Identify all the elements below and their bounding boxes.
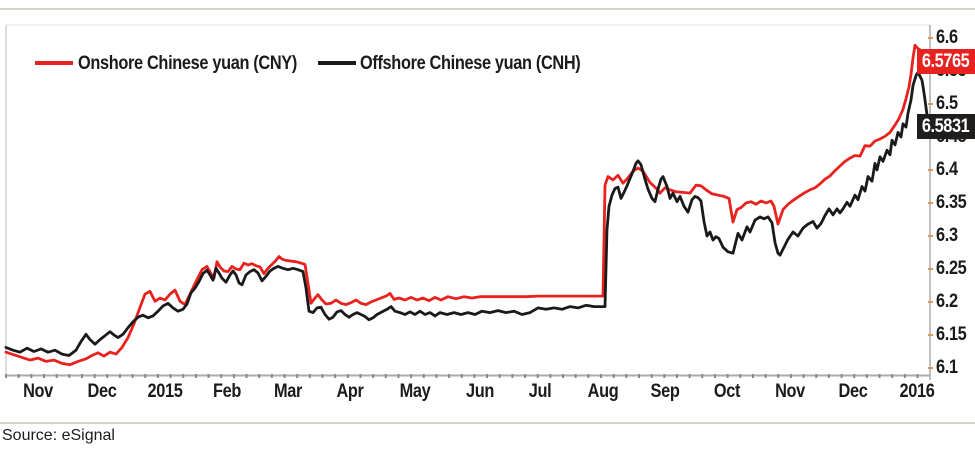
y-axis-label: 6.6 — [936, 27, 958, 48]
y-axis-label: 6.1 — [936, 357, 958, 378]
y-axis-label: 6.15 — [936, 324, 967, 345]
cnh-last-price-value: 6.5831 — [922, 116, 970, 137]
x-axis-label: Nov — [23, 381, 53, 402]
cny-legend-label: Onshore Chinese yuan (CNY) — [78, 53, 297, 74]
source-attribution: Source: eSignal — [2, 427, 115, 444]
cny-last-price-tag: 6.5765 — [917, 49, 975, 74]
y-axis-label: 6.2 — [936, 291, 958, 312]
x-axis-label: Dec — [838, 381, 868, 402]
cnh-legend-line-swatch — [318, 61, 356, 65]
cny-last-price-value: 6.5765 — [922, 51, 970, 72]
bottom-divider-rule — [0, 422, 975, 424]
y-axis-label: 6.35 — [936, 192, 967, 213]
cnh-last-price-tag: 6.5831 — [917, 114, 975, 139]
x-axis-label: Dec — [87, 381, 117, 402]
x-axis-label: Oct — [713, 381, 741, 402]
x-axis-label: Nov — [775, 381, 805, 402]
cnh-series-line — [4, 70, 932, 357]
x-axis-label: Mar — [273, 381, 303, 402]
x-axis-label: Sep — [650, 381, 680, 402]
x-axis-label: 2015 — [147, 381, 183, 402]
x-axis-label: 2016 — [899, 381, 935, 402]
x-axis-label: Apr — [336, 381, 364, 402]
y-axis-label: 6.4 — [936, 159, 958, 180]
x-axis-label: Jun — [465, 381, 495, 402]
y-axis-label: 6.25 — [936, 258, 967, 279]
cnh-legend-label: Offshore Chinese yuan (CNH) — [360, 53, 581, 74]
x-axis-label: Jul — [528, 381, 552, 402]
top-divider-rule — [0, 8, 975, 10]
y-axis-label: 6.5 — [936, 93, 958, 114]
x-axis-label: Aug — [587, 381, 619, 402]
cny-legend-line-swatch — [35, 61, 73, 65]
x-axis-label: Feb — [212, 381, 242, 402]
y-axis-label: 6.3 — [936, 225, 958, 246]
x-axis-label: May — [399, 381, 431, 402]
